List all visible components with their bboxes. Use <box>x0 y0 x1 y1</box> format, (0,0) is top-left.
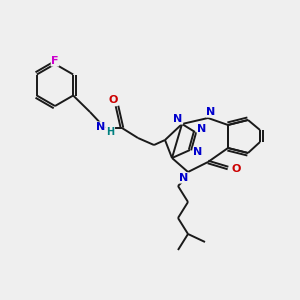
Text: N: N <box>96 122 105 132</box>
Text: N: N <box>197 124 207 134</box>
Text: N: N <box>206 107 216 117</box>
Text: F: F <box>51 56 59 66</box>
Text: N: N <box>173 114 183 124</box>
Text: N: N <box>194 147 202 157</box>
Text: H: H <box>106 127 115 137</box>
Text: O: O <box>108 95 118 105</box>
Text: N: N <box>179 173 189 183</box>
Text: O: O <box>231 164 241 174</box>
